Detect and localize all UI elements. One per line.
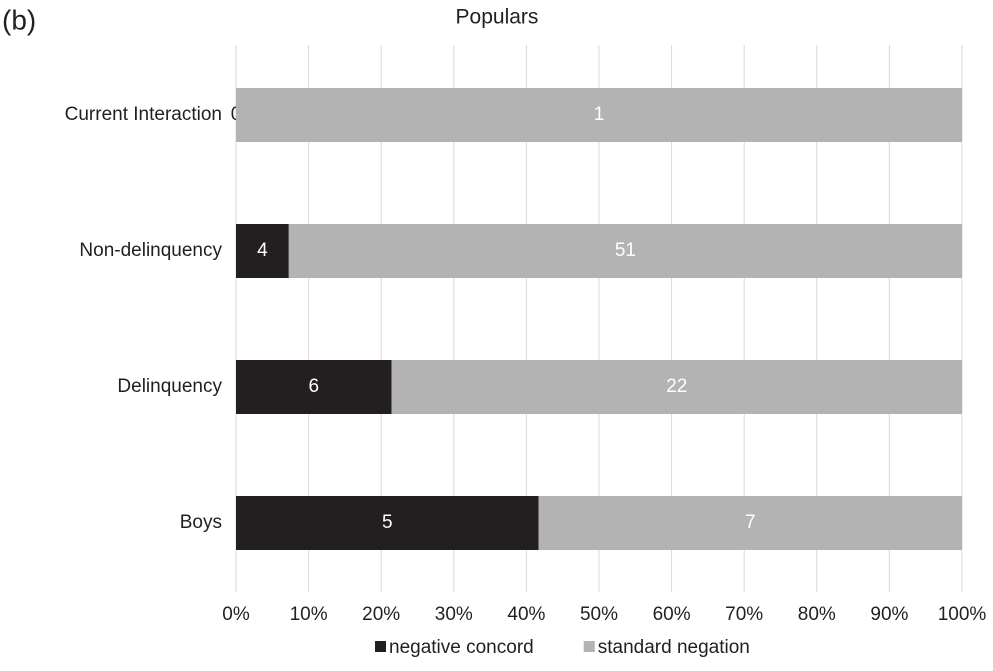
data-label: 1 <box>594 104 605 125</box>
x-tick-label: 80% <box>798 604 836 625</box>
panel-label: (b) <box>2 4 36 35</box>
data-label: 7 <box>745 512 756 533</box>
bar-segment <box>391 360 963 414</box>
y-tick-label: Boys <box>180 512 222 533</box>
bar-segment <box>288 224 962 278</box>
bar-segment <box>236 224 289 278</box>
data-label: 22 <box>666 376 687 397</box>
x-tick-label: 30% <box>435 604 473 625</box>
y-tick-label: Delinquency <box>117 376 222 397</box>
data-label: 6 <box>308 376 319 397</box>
data-label: 4 <box>257 240 268 261</box>
x-tick-label: 0% <box>222 604 250 625</box>
x-tick-label: 40% <box>507 604 545 625</box>
bar-segment <box>236 496 539 550</box>
bar-segment <box>538 496 962 550</box>
legend-label: negative concord <box>389 637 534 658</box>
x-tick-label: 70% <box>725 604 763 625</box>
x-tick-label: 10% <box>290 604 328 625</box>
x-tick-label: 50% <box>580 604 618 625</box>
bar-segment <box>236 88 962 142</box>
y-tick-label: Non-delinquency <box>79 240 222 261</box>
legend-swatch <box>583 641 595 652</box>
x-tick-label: 20% <box>362 604 400 625</box>
y-tick-label: Current Interaction <box>65 104 222 125</box>
x-tick-label: 60% <box>653 604 691 625</box>
data-label: 5 <box>382 512 393 533</box>
data-label: 51 <box>615 240 636 261</box>
x-tick-label: 90% <box>870 604 908 625</box>
x-tick-label: 100% <box>938 604 987 625</box>
chart-title: Populars <box>456 6 539 29</box>
bar-segment <box>236 360 392 414</box>
legend-swatch <box>375 641 386 652</box>
legend-label: standard negation <box>598 637 750 658</box>
